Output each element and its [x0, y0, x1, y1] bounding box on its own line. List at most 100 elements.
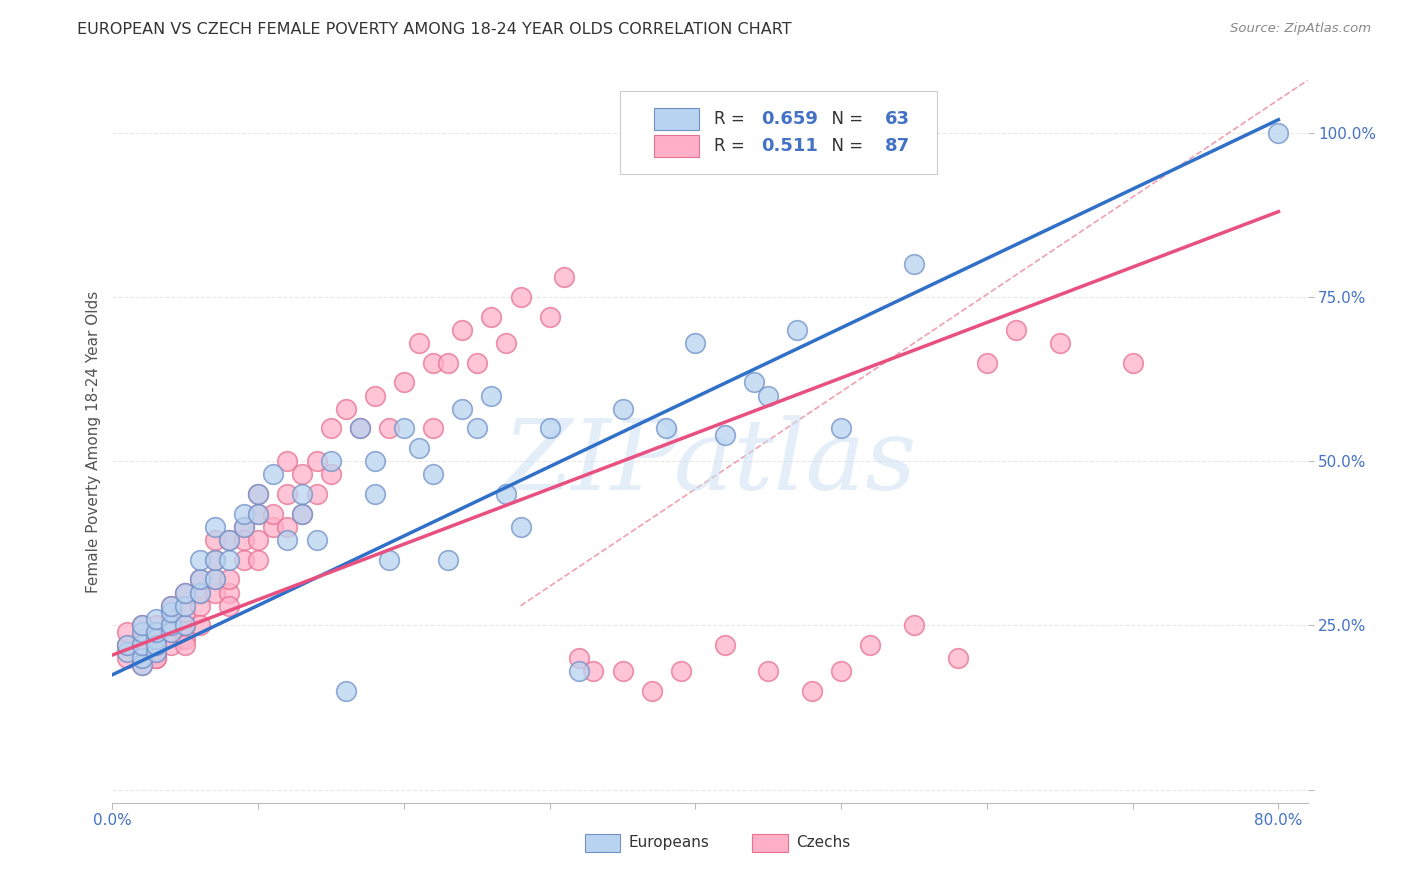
- Point: [481, 388, 503, 402]
- Point: [262, 520, 284, 534]
- Point: [145, 638, 167, 652]
- Point: [392, 421, 415, 435]
- Point: [262, 467, 284, 482]
- Point: [305, 454, 328, 468]
- Point: [859, 638, 882, 652]
- Point: [174, 618, 197, 632]
- Bar: [654, 136, 699, 157]
- Point: [538, 421, 561, 435]
- Point: [159, 625, 181, 640]
- Bar: [752, 834, 787, 852]
- Point: [188, 553, 211, 567]
- Point: [568, 665, 591, 679]
- Point: [131, 625, 153, 640]
- Point: [204, 520, 226, 534]
- Point: [159, 599, 181, 613]
- Point: [159, 612, 181, 626]
- Point: [364, 487, 387, 501]
- Text: 0.511: 0.511: [762, 137, 818, 155]
- Point: [204, 553, 226, 567]
- Point: [669, 665, 692, 679]
- Point: [378, 553, 401, 567]
- Point: [655, 421, 678, 435]
- Point: [218, 585, 240, 599]
- Point: [115, 651, 138, 665]
- Point: [204, 533, 226, 547]
- Point: [174, 632, 197, 646]
- Point: [218, 553, 240, 567]
- Point: [641, 684, 664, 698]
- Point: [408, 336, 430, 351]
- Point: [131, 645, 153, 659]
- Point: [232, 507, 254, 521]
- Point: [276, 520, 298, 534]
- Point: [553, 270, 575, 285]
- Point: [1049, 336, 1071, 351]
- Point: [422, 356, 444, 370]
- Point: [291, 507, 314, 521]
- Point: [509, 290, 531, 304]
- Point: [145, 618, 167, 632]
- Text: ZIPatlas: ZIPatlas: [503, 416, 917, 511]
- Point: [1122, 356, 1144, 370]
- Point: [174, 618, 197, 632]
- Point: [145, 632, 167, 646]
- Text: 87: 87: [884, 137, 910, 155]
- Point: [946, 651, 969, 665]
- Point: [145, 645, 167, 659]
- Point: [131, 638, 153, 652]
- Point: [903, 257, 925, 271]
- Point: [319, 421, 342, 435]
- Point: [188, 573, 211, 587]
- Point: [218, 573, 240, 587]
- Point: [335, 401, 357, 416]
- Text: 0.659: 0.659: [762, 111, 818, 128]
- Point: [786, 323, 808, 337]
- Point: [903, 618, 925, 632]
- Bar: [585, 834, 620, 852]
- Point: [131, 632, 153, 646]
- Point: [612, 401, 634, 416]
- Point: [174, 599, 197, 613]
- Point: [408, 441, 430, 455]
- Point: [188, 585, 211, 599]
- Point: [188, 573, 211, 587]
- Text: R =: R =: [714, 111, 749, 128]
- Point: [159, 618, 181, 632]
- Point: [451, 401, 474, 416]
- Point: [232, 520, 254, 534]
- Point: [145, 625, 167, 640]
- Point: [174, 638, 197, 652]
- Text: Czechs: Czechs: [796, 835, 851, 850]
- Point: [218, 533, 240, 547]
- Point: [232, 553, 254, 567]
- Text: EUROPEAN VS CZECH FEMALE POVERTY AMONG 18-24 YEAR OLDS CORRELATION CHART: EUROPEAN VS CZECH FEMALE POVERTY AMONG 1…: [77, 22, 792, 37]
- Point: [582, 665, 605, 679]
- Point: [291, 467, 314, 482]
- Point: [159, 605, 181, 619]
- Point: [276, 533, 298, 547]
- Point: [451, 323, 474, 337]
- Point: [349, 421, 371, 435]
- Point: [756, 388, 779, 402]
- Point: [305, 487, 328, 501]
- Point: [131, 618, 153, 632]
- Point: [465, 421, 488, 435]
- Point: [349, 421, 371, 435]
- Point: [742, 376, 765, 390]
- Point: [174, 605, 197, 619]
- Text: R =: R =: [714, 137, 755, 155]
- Point: [218, 599, 240, 613]
- Point: [481, 310, 503, 324]
- Point: [612, 665, 634, 679]
- Text: N =: N =: [821, 111, 869, 128]
- Point: [204, 573, 226, 587]
- Bar: [654, 109, 699, 130]
- Point: [188, 618, 211, 632]
- Point: [465, 356, 488, 370]
- Point: [422, 421, 444, 435]
- Point: [364, 454, 387, 468]
- Y-axis label: Female Poverty Among 18-24 Year Olds: Female Poverty Among 18-24 Year Olds: [86, 291, 101, 592]
- Text: N =: N =: [821, 137, 869, 155]
- Point: [1267, 126, 1289, 140]
